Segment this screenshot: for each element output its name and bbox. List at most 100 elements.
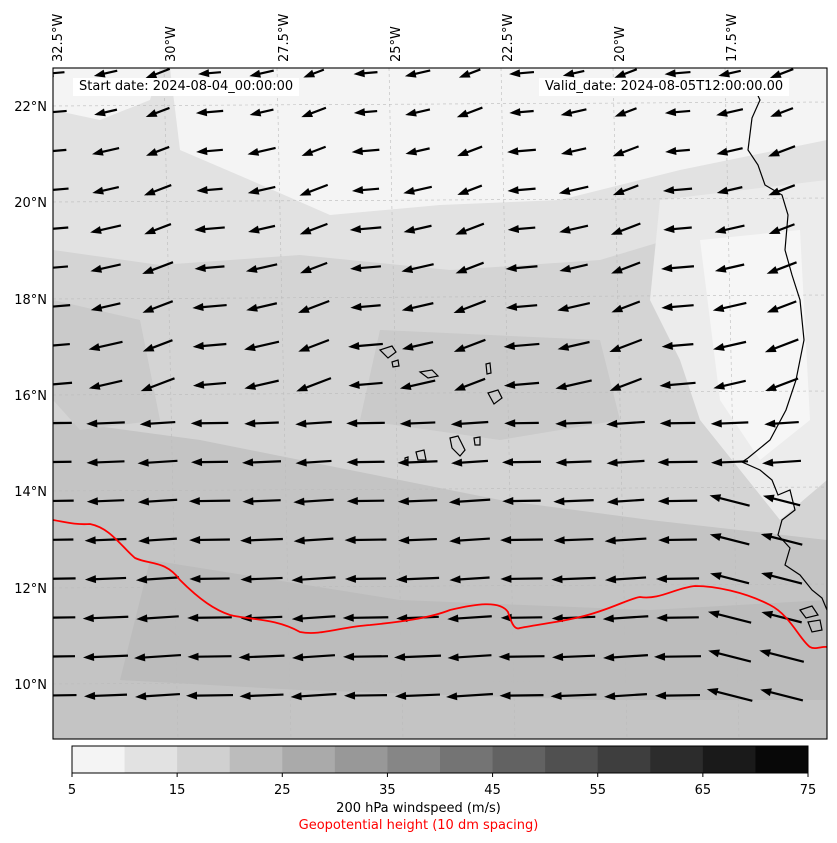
wind-arrow-head [762, 458, 774, 467]
wind-arrow-head [560, 147, 573, 156]
wind-arrow-head [559, 264, 572, 273]
wind-arrow-head [404, 69, 417, 78]
wind-arrow-head [192, 380, 205, 389]
contour-legend-label: Geopotential height (10 dm spacing) [298, 818, 539, 833]
wind-arrow-head [502, 458, 514, 467]
wind-arrow-head [447, 614, 459, 623]
colorbar [71, 745, 809, 774]
wind-arrow-head [661, 264, 673, 273]
wind-arrow-head [614, 108, 627, 117]
wind-arrow-head [398, 536, 410, 545]
lat-label: 10°N [14, 678, 47, 693]
wind-arrow-head [451, 458, 463, 467]
wind-arrow-head [36, 458, 47, 466]
wind-arrow-head [716, 108, 728, 117]
wind-arrow-head [301, 148, 314, 156]
wind-arrow-head [603, 653, 615, 662]
colorbar-swatch [177, 746, 231, 773]
wind-arrow-head [134, 653, 146, 662]
wind-arrow-head [659, 419, 671, 428]
wind-arrow-head [242, 497, 254, 506]
wind-arrow-head [144, 226, 156, 235]
wind-arrow-head [606, 419, 618, 428]
wind-arrow-head [706, 688, 719, 696]
wind-arrow-head [300, 265, 312, 274]
wind-arrow-head [186, 691, 198, 700]
wind-arrow-head [35, 381, 46, 389]
colorbar-tick-label: 65 [695, 783, 712, 798]
wind-arrow-shaft [53, 109, 67, 114]
lat-label: 14°N [14, 485, 47, 500]
wind-arrow-head [762, 494, 775, 503]
colorbar-ticks: 5 15 25 35 45 55 65 75 [68, 773, 816, 798]
wind-arrow-head [761, 610, 774, 619]
wind-arrow-head [194, 263, 206, 272]
wind-arrow-head [187, 613, 199, 622]
wind-arrow-head [397, 497, 409, 506]
wind-arrow-shaft [53, 304, 71, 308]
wind-arrow-head [552, 652, 564, 661]
wind-arrow-head [713, 381, 725, 390]
wind-arrow-head [455, 265, 468, 274]
wind-arrow-head [553, 536, 565, 545]
wind-arrow-head [240, 536, 252, 545]
wind-arrow-head [604, 536, 616, 545]
wind-arrow-head [449, 575, 461, 584]
lat-label: 12°N [14, 582, 47, 597]
wind-arrow-head [138, 536, 150, 545]
colorbar-swatch [229, 746, 283, 773]
colorbar-swatch [124, 746, 178, 773]
lon-label: 32.5°W [51, 14, 66, 62]
wind-arrow-head [37, 342, 48, 350]
wind-arrow-head [713, 343, 725, 351]
wind-arrow-head [661, 302, 673, 311]
wind-arrow-head [351, 147, 363, 156]
wind-arrow-head [32, 614, 43, 622]
wind-arrow-head [90, 264, 103, 273]
colorbar-swatch [597, 746, 651, 773]
longitude-labels: 32.5°W 30°W 27.5°W 25°W 22.5°W 20°W 17.5°W [51, 14, 740, 62]
wind-arrow-shaft [53, 71, 65, 75]
wind-arrow-head [242, 458, 254, 467]
wind-arrow-head [295, 458, 307, 467]
african-coastline [740, 84, 827, 611]
wind-arrow-head [557, 342, 570, 351]
wind-arrow-head [457, 148, 469, 157]
wind-arrow-head [609, 344, 622, 353]
island-fogo [415, 449, 427, 461]
wind-arrow-head [611, 265, 623, 274]
lon-label: 20°W [613, 26, 628, 62]
wind-arrow-head [498, 652, 510, 661]
wind-arrow-head [192, 303, 204, 312]
wind-arrow-head [655, 691, 667, 700]
wind-arrow-head [90, 226, 102, 234]
latitude-labels: 22°N 20°N 18°N 16°N 14°N 12°N 10°N [14, 100, 47, 693]
wind-arrow-head [296, 383, 308, 392]
wind-arrow-head [291, 575, 303, 584]
wind-arrow-head [39, 264, 50, 272]
wind-arrow-head [244, 419, 256, 428]
wind-arrow-head [137, 458, 149, 467]
valid-date-label: Valid_date: 2024-08-05T12:00:00.00 [539, 78, 790, 96]
colorbar-swatch [492, 746, 546, 773]
wind-arrow-head [764, 344, 777, 353]
wind-arrow-head [664, 108, 677, 117]
wind-arrow-head [145, 70, 158, 79]
colorbar-swatch [650, 746, 704, 773]
wind-arrow-head [500, 535, 512, 544]
wind-arrow-head [764, 419, 776, 428]
wind-arrow-head [247, 186, 260, 195]
colorbar-swatch [387, 746, 441, 773]
wind-arrow-head [395, 691, 407, 700]
wind-arrow-shaft [53, 226, 69, 230]
wind-arrow-head [290, 692, 302, 701]
colorbar-swatch [334, 746, 388, 773]
wind-arrow-head [658, 535, 670, 544]
wind-arrow-head [765, 383, 777, 391]
wind-arrow-head [555, 419, 567, 428]
wind-arrow-head [664, 69, 676, 78]
windspeed-field [53, 68, 827, 739]
wind-arrow-shaft [53, 342, 70, 347]
wind-arrow-shaft [53, 148, 67, 153]
wind-arrow-head [502, 497, 514, 506]
